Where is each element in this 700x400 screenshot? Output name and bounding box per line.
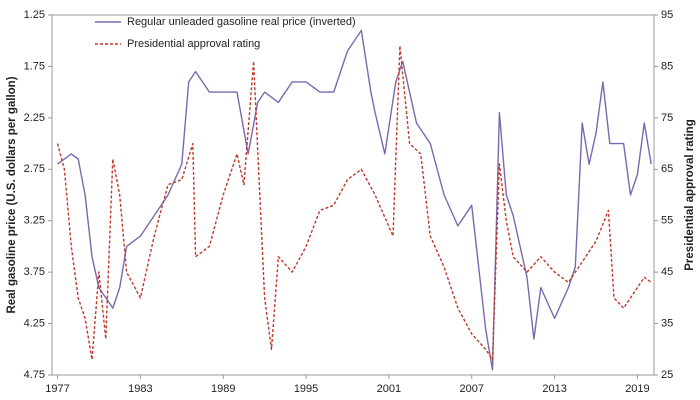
y-tick-label: 4.25 <box>24 317 45 329</box>
y-tick-label: 2.75 <box>24 163 45 175</box>
y2-tick-label: 95 <box>661 9 673 21</box>
y2-tick-label: 45 <box>661 266 673 278</box>
x-tick-label: 1983 <box>128 383 152 395</box>
legend-label: Regular unleaded gasoline real price (in… <box>127 16 356 28</box>
data-line <box>57 29 652 371</box>
x-tick-label: 2013 <box>542 383 566 395</box>
y-tick-label: 1.25 <box>24 9 45 21</box>
y-tick-label: 2.25 <box>24 112 45 124</box>
y-tick-label: 3.75 <box>24 266 45 278</box>
y2-tick-label: 75 <box>661 112 673 124</box>
x-tick-label: 1989 <box>211 383 235 395</box>
y2-tick-label: 55 <box>661 215 673 227</box>
data-line <box>56 45 652 361</box>
legend-label: Presidential approval rating <box>127 38 260 50</box>
x-tick-label: 1977 <box>45 383 69 395</box>
y-tick-label: 1.75 <box>24 60 45 72</box>
y2-tick-label: 25 <box>661 369 673 381</box>
y2-tick-label: 65 <box>661 163 673 175</box>
y-tick-label: 4.75 <box>24 369 45 381</box>
y2-tick-label: 35 <box>661 317 673 329</box>
y-tick-label: 3.25 <box>24 215 45 227</box>
y-axis-title: Real gasoline price (U.S. dollars per ga… <box>6 76 18 313</box>
x-tick-label: 2001 <box>377 383 401 395</box>
plot-frame <box>51 14 655 376</box>
x-tick-label: 2019 <box>625 383 649 395</box>
x-tick-label: 1995 <box>294 383 318 395</box>
y2-tick-label: 85 <box>661 60 673 72</box>
x-tick-label: 2007 <box>460 383 484 395</box>
y2-axis-title: Presidential approval rating <box>684 119 696 270</box>
